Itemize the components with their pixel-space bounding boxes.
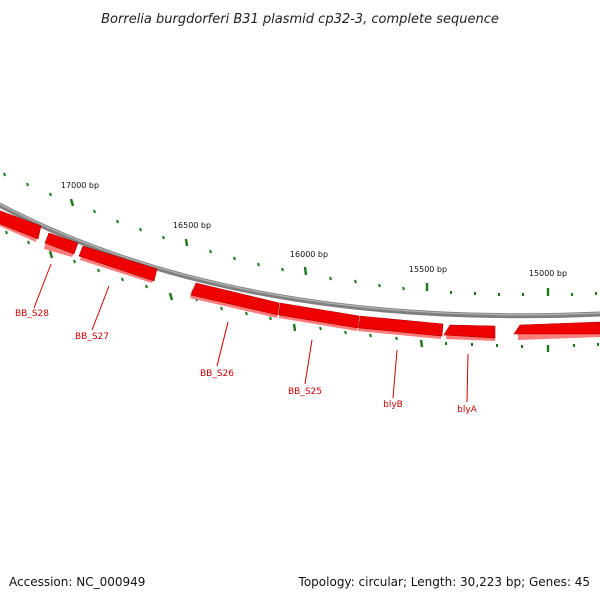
gene-arrow-bb-s27 bbox=[78, 245, 158, 282]
gene-arrow-blyb bbox=[358, 315, 444, 337]
accession-text: Accession: NC_000949 bbox=[9, 575, 146, 589]
topology-summary: Topology: circular; Length: 30,223 bp; G… bbox=[298, 575, 590, 589]
gene-label-bb-s28: BB_S28 bbox=[15, 309, 49, 319]
gene-arrow-bb-s26 bbox=[190, 282, 280, 316]
scale-label-15500: 15500 bp bbox=[409, 265, 447, 274]
gene-arrow-1 bbox=[0, 210, 42, 240]
gene-arrow-bb-s28 bbox=[44, 232, 79, 255]
gene-label-bb-s27: BB_S27 bbox=[75, 332, 109, 342]
gene-shadows bbox=[0, 217, 600, 341]
gene-arrow-blya bbox=[443, 324, 496, 339]
gene-label-bb-s26: BB_S26 bbox=[200, 369, 234, 379]
gene-arrow-bb-s25 bbox=[278, 302, 360, 329]
inner-ticks bbox=[5, 230, 599, 352]
map-title: Borrelia burgdorferi B31 plasmid cp32-3,… bbox=[101, 12, 499, 27]
gene-leader-lines bbox=[33, 263, 469, 403]
scale-label-15000: 15000 bp bbox=[529, 269, 567, 278]
scale-label-16500: 16500 bp bbox=[173, 221, 211, 230]
scale-label-17000: 17000 bp bbox=[61, 181, 99, 190]
gene-label-blyb: blyB bbox=[383, 400, 403, 410]
backbone-highlight bbox=[0, 203, 600, 316]
outer-ticks bbox=[3, 172, 597, 296]
gene-arrow-right bbox=[513, 321, 600, 335]
gene-arrows bbox=[0, 210, 600, 339]
gene-label-bb-s25: BB_S25 bbox=[288, 387, 322, 397]
backbone-arc bbox=[0, 202, 600, 319]
scale-label-16000: 16000 bp bbox=[290, 250, 328, 259]
gene-label-blya: blyA bbox=[457, 405, 478, 415]
